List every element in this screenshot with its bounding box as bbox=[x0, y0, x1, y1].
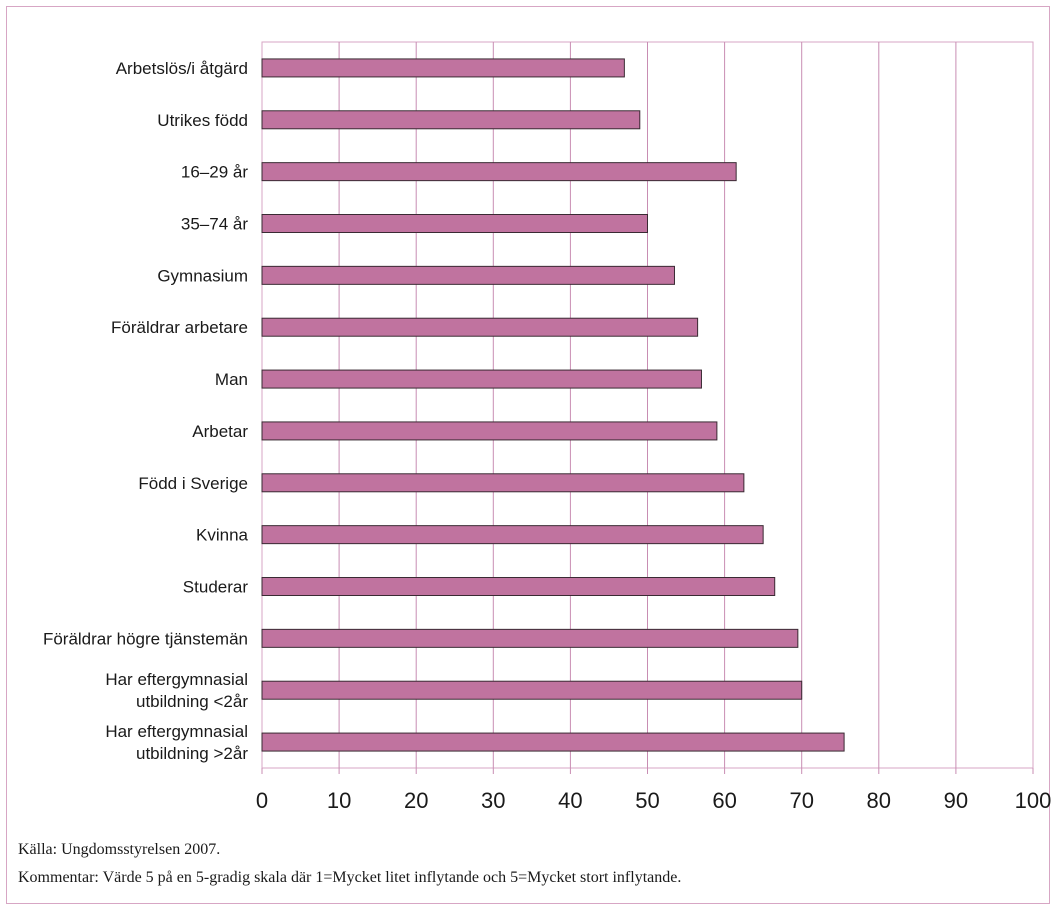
bar bbox=[261, 214, 648, 233]
category-label: Föräldrar högre tjänstemän bbox=[43, 629, 248, 648]
category-label: Utrikes född bbox=[157, 111, 248, 130]
x-tick-label: 50 bbox=[635, 788, 659, 813]
category-label: Född i Sverige bbox=[138, 474, 248, 493]
x-tick-label: 70 bbox=[789, 788, 813, 813]
x-tick-label: 60 bbox=[712, 788, 736, 813]
category-label: Man bbox=[215, 370, 248, 389]
bar bbox=[261, 369, 702, 389]
bar bbox=[261, 421, 718, 441]
category-label: Har eftergymnasial utbildning <2år bbox=[105, 670, 248, 711]
category-label: Arbetslös/i åtgärd bbox=[116, 59, 248, 78]
bar bbox=[261, 265, 675, 285]
bar bbox=[261, 628, 799, 648]
category-label: 35–74 år bbox=[181, 215, 248, 234]
category-label: Kvinna bbox=[196, 526, 249, 545]
source-note: Källa: Ungdomsstyrelsen 2007. bbox=[18, 841, 221, 858]
category-label: 16–29 år bbox=[181, 163, 248, 182]
x-tick-label: 30 bbox=[481, 788, 505, 813]
bar bbox=[261, 577, 776, 596]
category-label: Har eftergymnasial utbildning >2år bbox=[105, 722, 248, 763]
category-label: Arbetar bbox=[192, 422, 248, 441]
bar bbox=[261, 680, 803, 700]
x-tick-label: 90 bbox=[944, 788, 968, 813]
bar bbox=[261, 317, 699, 337]
bar bbox=[261, 58, 625, 78]
x-tick-label: 20 bbox=[404, 788, 428, 813]
chart-frame bbox=[6, 6, 1050, 904]
category-label: Gymnasium bbox=[157, 266, 248, 285]
x-tick-label: 0 bbox=[256, 788, 268, 813]
bar bbox=[261, 473, 745, 493]
bar bbox=[261, 110, 641, 130]
category-label: Studerar bbox=[183, 578, 249, 597]
bar bbox=[261, 162, 737, 182]
bar bbox=[261, 732, 845, 752]
bar bbox=[261, 525, 764, 545]
x-tick-label: 80 bbox=[867, 788, 891, 813]
x-tick-label: 100 bbox=[1015, 788, 1052, 813]
x-tick-label: 10 bbox=[327, 788, 351, 813]
comment-note: Kommentar: Värde 5 på en 5-gradig skala … bbox=[18, 869, 682, 886]
x-tick-label: 40 bbox=[558, 788, 582, 813]
category-label: Föräldrar arbetare bbox=[111, 318, 248, 337]
